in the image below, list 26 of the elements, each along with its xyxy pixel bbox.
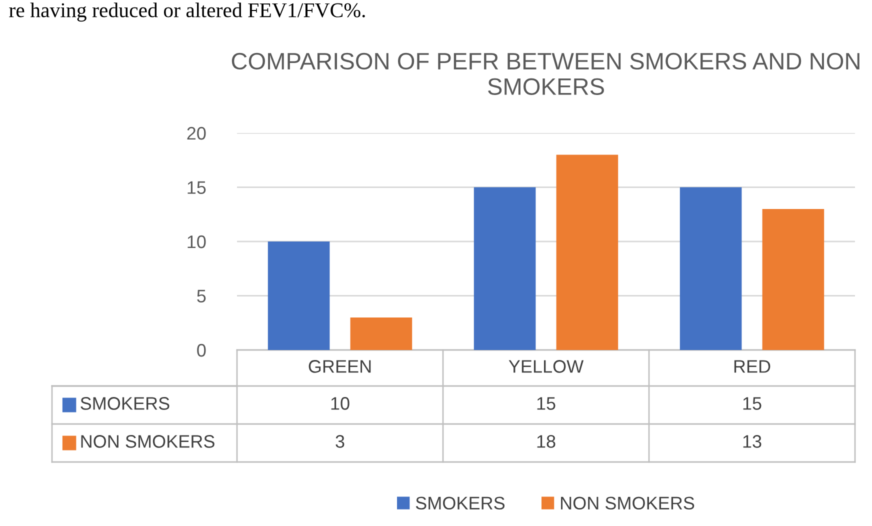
x-tick-label: YELLOW (508, 360, 584, 373)
text: NON SMOKERS (81, 435, 214, 448)
y-tick-label: 0 (197, 344, 206, 357)
y-tick-label: 10 (188, 235, 206, 248)
bar (762, 208, 824, 350)
bar (474, 187, 536, 350)
text: SMOKERS (416, 496, 505, 510)
data-label: 18 (537, 435, 556, 448)
x-tick-label: RED (734, 360, 770, 373)
data-label: 15 (743, 397, 762, 410)
data-label: 3 (336, 435, 344, 448)
bar (556, 154, 618, 350)
bar (268, 242, 330, 350)
text: re having reduced or altered FEV1/FVC%. (9, 2, 365, 22)
data-label: 10 (331, 397, 350, 410)
legend-label: SMOKERS (80, 397, 170, 410)
bar (680, 187, 742, 350)
y-tick-label: 5 (197, 290, 206, 302)
y-tick-label: 20 (187, 126, 206, 140)
x-tick-label: GREEN (308, 360, 371, 373)
bar (350, 317, 412, 350)
data-label: 13 (743, 435, 762, 448)
legend-label: NON SMOKERS (561, 496, 694, 510)
data-label: 15 (537, 397, 556, 410)
chart-title: COMPARISON OF PEFR BETWEEN SMOKERS AND NON SMOKERS (232, 52, 860, 95)
y-tick-label: 15 (188, 181, 206, 194)
